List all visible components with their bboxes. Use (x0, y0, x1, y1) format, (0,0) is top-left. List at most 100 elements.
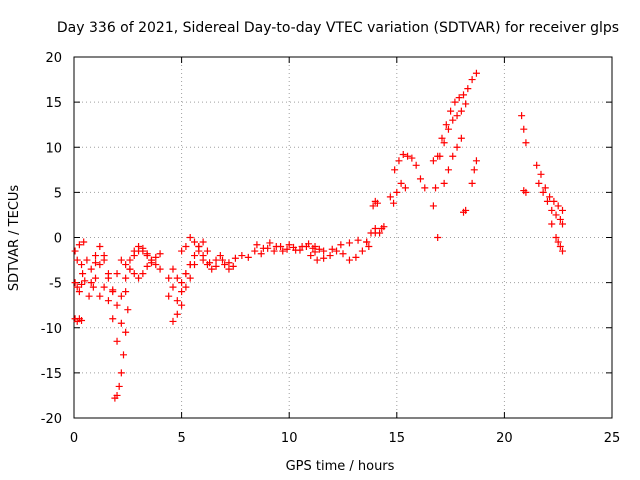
data-point (122, 288, 130, 296)
data-point (135, 243, 143, 251)
y-tick-label: 15 (45, 96, 62, 111)
data-point (556, 215, 564, 223)
data-series-27 (548, 220, 567, 255)
data-point (266, 239, 274, 247)
data-point (169, 283, 177, 291)
data-point (81, 277, 89, 285)
data-point (182, 270, 190, 278)
data-point (96, 292, 104, 300)
data-point (367, 229, 375, 237)
data-point (313, 256, 321, 264)
data-point (199, 252, 207, 260)
data-point (117, 369, 125, 377)
data-point (178, 301, 186, 309)
data-series-17 (369, 179, 409, 210)
data-point (143, 252, 151, 260)
y-tick-label: 10 (45, 141, 62, 156)
data-point (543, 197, 551, 205)
y-tick-label: 20 (45, 51, 62, 66)
x-tick-label: 5 (177, 431, 185, 446)
data-point (393, 188, 401, 196)
data-point (203, 247, 211, 255)
data-point (173, 274, 181, 282)
data-point (468, 179, 476, 187)
data-point (440, 179, 448, 187)
data-point (186, 261, 194, 269)
data-point (225, 265, 233, 273)
data-series-13 (253, 239, 319, 256)
data-point (380, 223, 388, 231)
data-point (315, 245, 323, 253)
data-series-15 (311, 224, 386, 255)
data-point (432, 184, 440, 192)
data-point (457, 107, 465, 115)
grid-layer (74, 57, 612, 418)
data-point (416, 175, 424, 183)
data-point (358, 247, 366, 255)
data-point (546, 193, 554, 201)
data-point (156, 250, 164, 258)
data-point (173, 310, 181, 318)
data-point (139, 247, 147, 255)
data-point (548, 206, 556, 214)
data-point (390, 199, 398, 207)
data-point (326, 252, 334, 260)
data-point (352, 253, 360, 261)
data-point (92, 259, 100, 267)
data-point (79, 270, 87, 278)
data-point (85, 292, 93, 300)
y-tick-label: -15 (41, 367, 62, 382)
y-tick-label: 0 (54, 232, 62, 247)
data-series-23 (518, 112, 530, 147)
data-point (539, 188, 547, 196)
data-point (386, 193, 394, 201)
data-point (421, 184, 429, 192)
data-point (408, 154, 416, 162)
data-point (429, 202, 437, 210)
data-point (156, 265, 164, 273)
data-point (447, 107, 455, 115)
data-point (78, 317, 86, 325)
data-point (109, 315, 117, 323)
data-point (371, 224, 379, 232)
data-point (559, 220, 567, 228)
data-point (272, 243, 280, 251)
data-point (139, 270, 147, 278)
data-point (559, 247, 567, 255)
data-point (429, 157, 437, 165)
data-point (73, 283, 81, 291)
data-point (522, 188, 530, 196)
data-point (449, 152, 457, 160)
data-point (442, 121, 450, 129)
data-point (412, 161, 420, 169)
data-point (468, 76, 476, 84)
data-point (92, 274, 100, 282)
data-point (212, 262, 220, 270)
data-point (126, 256, 134, 264)
data-point (328, 245, 336, 253)
data-point (83, 256, 91, 264)
data-point (522, 139, 530, 147)
data-series-18 (391, 150, 429, 192)
data-point (520, 125, 528, 133)
data-point (169, 265, 177, 273)
y-tick-label: -20 (41, 412, 62, 427)
data-point (113, 391, 121, 399)
data-series-25 (533, 161, 567, 214)
data-point (457, 134, 465, 142)
data-point (537, 170, 545, 178)
data-point (206, 259, 214, 267)
data-point (113, 337, 121, 345)
data-series-11 (178, 234, 237, 273)
data-point (460, 91, 468, 99)
data-point (533, 161, 541, 169)
data-series-8 (165, 238, 211, 305)
data-point (195, 243, 203, 251)
data-point (113, 301, 121, 309)
data-point (199, 238, 207, 246)
data-point (444, 125, 452, 133)
data-point (472, 157, 480, 165)
data-point (363, 238, 371, 246)
data-point (552, 211, 560, 219)
